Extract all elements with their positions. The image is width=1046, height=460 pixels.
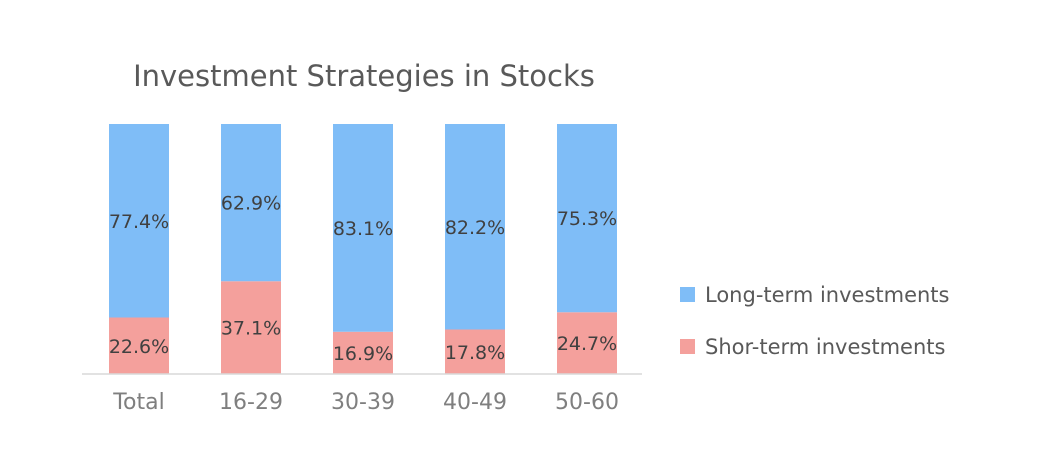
legend: Long-term investments Shor-term investmen… bbox=[680, 283, 949, 359]
legend-swatch bbox=[680, 339, 695, 354]
chart-title: Investment Strategies in Stocks bbox=[133, 59, 595, 93]
data-label: 22.6% bbox=[109, 336, 169, 358]
bar-segment-long-term-investments-40-49 bbox=[445, 124, 505, 330]
bar-segment-shor-term-investments-40-49 bbox=[445, 329, 505, 374]
legend-label: Long-term investments bbox=[705, 283, 949, 307]
bar-segment-long-term-investments-total bbox=[109, 124, 169, 318]
bars-layer bbox=[109, 124, 617, 374]
x-tick-label: 30-39 bbox=[331, 390, 395, 415]
x-tick-label: 50-60 bbox=[555, 390, 619, 415]
data-label: 62.9% bbox=[221, 193, 281, 215]
bar-segment-long-term-investments-16-29 bbox=[221, 124, 281, 282]
labels-layer: 22.6% 77.4% 37.1% 62.9% 16.9% 83.1% 17.8% 82.2%… bbox=[109, 193, 617, 365]
bar-segment-shor-term-investments-50-60 bbox=[557, 312, 617, 374]
data-label: 16.9% bbox=[333, 343, 393, 365]
bar-segment-long-term-investments-30-39 bbox=[333, 124, 393, 332]
x-tick-label: Total bbox=[112, 390, 164, 415]
legend-label: Shor-term investments bbox=[705, 335, 945, 359]
x-tick-labels: Total 16-29 30-39 40-49 50-60 bbox=[112, 390, 619, 415]
data-label: 82.2% bbox=[445, 217, 505, 239]
data-label: 83.1% bbox=[333, 218, 393, 240]
legend-swatch bbox=[680, 287, 695, 302]
x-tick-label: 16-29 bbox=[219, 390, 283, 415]
bar-segment-shor-term-investments-total bbox=[109, 317, 169, 374]
data-label: 75.3% bbox=[557, 208, 617, 230]
x-tick-label: 40-49 bbox=[443, 390, 507, 415]
data-label: 24.7% bbox=[557, 333, 617, 355]
data-label: 77.4% bbox=[109, 211, 169, 233]
bar-segment-long-term-investments-50-60 bbox=[557, 124, 617, 313]
data-label: 17.8% bbox=[445, 342, 505, 364]
bar-segment-shor-term-investments-16-29 bbox=[221, 281, 281, 374]
bar-segment-shor-term-investments-30-39 bbox=[333, 331, 393, 374]
data-label: 37.1% bbox=[221, 318, 281, 340]
